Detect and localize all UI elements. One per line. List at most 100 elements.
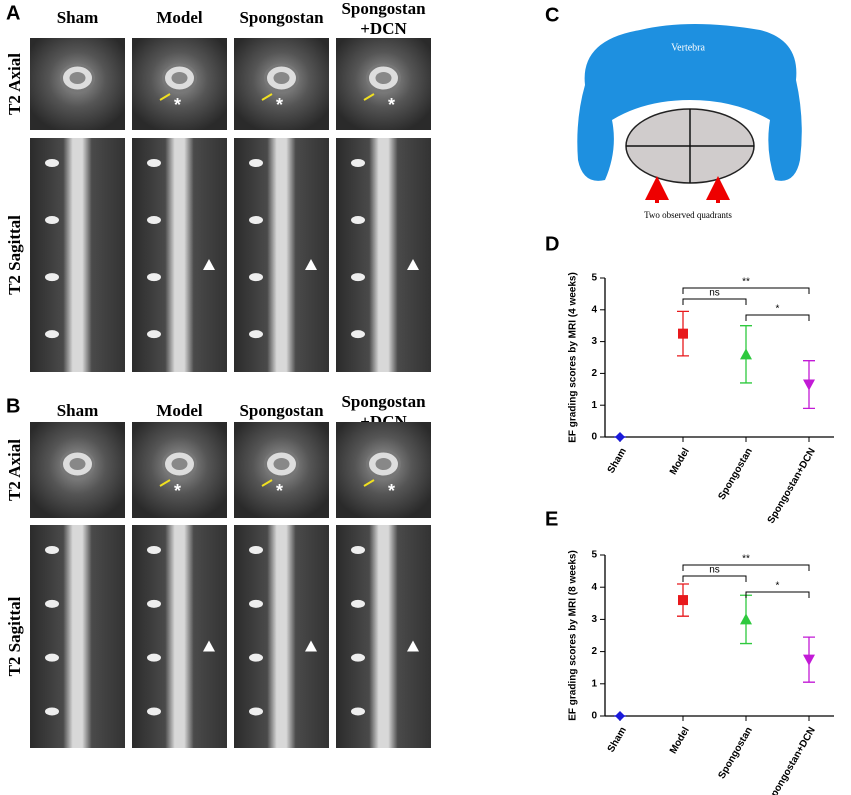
cord-core bbox=[171, 458, 188, 470]
vertebra-spot bbox=[45, 159, 59, 167]
significance-bracket bbox=[682, 287, 810, 294]
data-point bbox=[740, 348, 752, 360]
panel-label: A bbox=[6, 2, 20, 24]
diagram: C Vertebra Two observed quadrants bbox=[545, 4, 802, 220]
data-point bbox=[803, 379, 815, 391]
vertebra-spot bbox=[351, 330, 365, 339]
x-tick-label: Sham bbox=[606, 725, 629, 754]
significance-label: * bbox=[776, 581, 780, 592]
cord-core bbox=[375, 458, 392, 470]
significance-bracket bbox=[682, 298, 747, 305]
vertebra-spot bbox=[351, 707, 365, 716]
asterisk: * bbox=[276, 481, 283, 501]
vertebra-spot bbox=[351, 216, 365, 225]
y-tick-label: 4 bbox=[591, 304, 597, 315]
vertebra-spot bbox=[249, 707, 263, 716]
column-header: Spongostan bbox=[239, 8, 324, 27]
vertebra-spot bbox=[249, 599, 263, 608]
panel-label: B bbox=[6, 395, 20, 417]
vertebra-shape bbox=[577, 24, 802, 181]
pointer-arrow bbox=[363, 93, 375, 101]
y-tick-label: 3 bbox=[591, 336, 597, 347]
y-tick-label: 3 bbox=[591, 614, 597, 625]
data-point bbox=[615, 711, 625, 721]
y-tick-label: 0 bbox=[591, 432, 597, 443]
y-tick-label: 2 bbox=[591, 646, 597, 657]
sagittal-image bbox=[234, 138, 329, 372]
vertebra-spot bbox=[147, 707, 161, 716]
column-header: Spongostan bbox=[341, 392, 426, 411]
vertebra-spot bbox=[249, 330, 263, 339]
x-tick-label: Spongostan bbox=[716, 725, 754, 781]
column-header: Spongostan bbox=[341, 0, 426, 18]
panel-label: C bbox=[545, 4, 559, 26]
y-tick-label: 1 bbox=[591, 678, 597, 689]
vertebra-spot bbox=[351, 599, 365, 608]
y-tick-label: 4 bbox=[591, 582, 597, 593]
pointer-arrow bbox=[159, 479, 171, 487]
significance-label: ns bbox=[709, 565, 720, 576]
triangle-marker bbox=[203, 640, 215, 652]
x-tick-label: Spongostan bbox=[716, 446, 754, 502]
sagittal-image bbox=[30, 138, 125, 372]
row-label: T2 Axial bbox=[5, 439, 24, 501]
sagittal-image bbox=[234, 525, 329, 748]
column-header: Spongostan bbox=[239, 401, 324, 420]
vertebra-spot bbox=[147, 330, 161, 339]
sagittal-image bbox=[336, 525, 431, 748]
y-axis-title: EF grading scores by MRI (8 weeks) bbox=[568, 550, 579, 721]
caption: Two observed quadrants bbox=[644, 210, 732, 220]
y-tick-label: 0 bbox=[591, 711, 597, 722]
vertebra-spot bbox=[351, 546, 365, 554]
asterisk: * bbox=[174, 95, 181, 115]
column-header: Model bbox=[156, 8, 203, 27]
cord-core bbox=[69, 458, 86, 470]
cord-core bbox=[273, 458, 290, 470]
significance-bracket bbox=[745, 314, 810, 321]
y-tick-label: 1 bbox=[591, 400, 597, 411]
data-point bbox=[678, 328, 688, 339]
row-label: T2 Sagittal bbox=[5, 215, 24, 295]
asterisk: * bbox=[388, 481, 395, 501]
x-tick-label: Sham bbox=[606, 446, 629, 475]
cord-core bbox=[273, 72, 290, 84]
sagittal-image bbox=[132, 525, 227, 748]
data-point bbox=[678, 595, 688, 606]
vertebra-spot bbox=[147, 653, 161, 662]
column-header: +DCN bbox=[360, 19, 407, 38]
vertebra-spot bbox=[45, 273, 59, 282]
triangle-marker bbox=[203, 259, 215, 270]
vertebra-spot bbox=[45, 653, 59, 662]
column-header: Sham bbox=[57, 401, 99, 420]
cord-core bbox=[69, 72, 86, 84]
vertebra-spot bbox=[351, 653, 365, 662]
vertebra-spot bbox=[351, 273, 365, 282]
significance-label: * bbox=[776, 304, 780, 315]
vertebra-spot bbox=[249, 159, 263, 167]
y-tick-label: 5 bbox=[591, 550, 597, 561]
vertebra-spot bbox=[249, 546, 263, 554]
sagittal-image bbox=[30, 525, 125, 748]
significance-label: ** bbox=[742, 554, 750, 565]
triangle-marker bbox=[407, 640, 419, 652]
row-label: T2 Axial bbox=[5, 53, 24, 115]
triangle-marker bbox=[305, 259, 317, 270]
vertebra-spot bbox=[147, 216, 161, 225]
vertebra-spot bbox=[45, 216, 59, 225]
asterisk: * bbox=[174, 481, 181, 501]
pointer-arrow bbox=[159, 93, 171, 101]
sagittal-image bbox=[336, 138, 431, 372]
cord-core bbox=[171, 72, 188, 84]
sagittal-image bbox=[132, 138, 227, 372]
significance-bracket bbox=[682, 564, 810, 571]
vertebra-spot bbox=[45, 330, 59, 339]
triangle-marker bbox=[305, 640, 317, 652]
y-tick-label: 5 bbox=[591, 273, 597, 284]
x-tick-label: Spongostan+DCN bbox=[766, 725, 818, 795]
panel-label: E bbox=[545, 508, 558, 530]
significance-bracket bbox=[745, 591, 810, 598]
vertebra-spot bbox=[249, 216, 263, 225]
vertebra-spot bbox=[351, 159, 365, 167]
vertebra-spot bbox=[147, 273, 161, 282]
cord-core bbox=[375, 72, 392, 84]
